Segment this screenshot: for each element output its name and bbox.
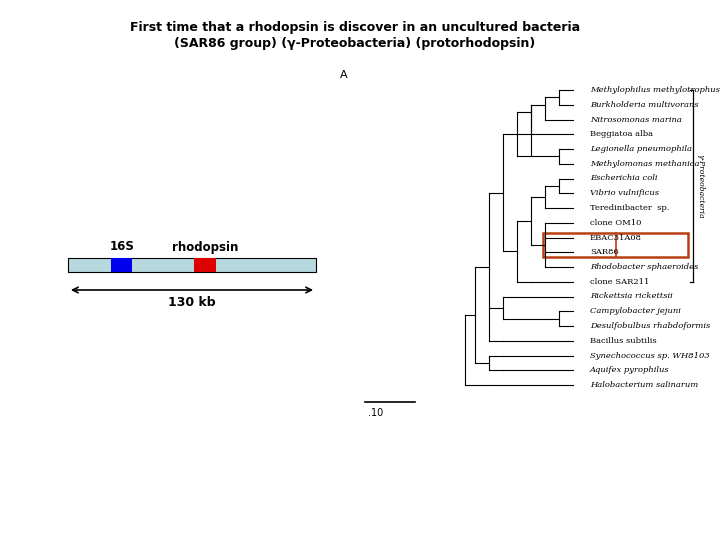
Text: γ-Proteobacteria: γ-Proteobacteria (696, 153, 704, 218)
Text: Aquifex pyrophilus: Aquifex pyrophilus (590, 366, 670, 374)
Text: .10: .10 (368, 408, 383, 418)
Text: Nitrosomonas marina: Nitrosomonas marina (590, 116, 682, 124)
Text: clone OM10: clone OM10 (590, 219, 642, 227)
Text: rhodopsin: rhodopsin (172, 240, 238, 253)
Text: Methylomonas methanica: Methylomonas methanica (590, 160, 700, 168)
Text: Methylophilus methylotrophus: Methylophilus methylotrophus (590, 86, 720, 94)
Text: SAR86: SAR86 (590, 248, 618, 256)
Text: Beggiatoa alba: Beggiatoa alba (590, 130, 653, 138)
Text: 130 kb: 130 kb (168, 296, 216, 309)
Text: Bacillus subtilis: Bacillus subtilis (590, 337, 657, 345)
Text: Escherichia coli: Escherichia coli (590, 174, 657, 183)
Text: Rhodobacter sphaeroides: Rhodobacter sphaeroides (590, 263, 698, 271)
Text: First time that a rhodopsin is discover in an uncultured bacteria: First time that a rhodopsin is discover … (130, 22, 580, 35)
Text: Synechococcus sp. WH8103: Synechococcus sp. WH8103 (590, 352, 710, 360)
Bar (543, 233, 688, 257)
Bar (194, 258, 215, 272)
Bar (68, 258, 316, 272)
Text: Vibrio vulnificus: Vibrio vulnificus (590, 189, 659, 197)
Text: (SAR86 group) (γ-Proteobacteria) (protorhodopsin): (SAR86 group) (γ-Proteobacteria) (protor… (174, 37, 536, 50)
Text: Halobacterium salinarum: Halobacterium salinarum (590, 381, 698, 389)
Text: Desulfobulbus rhabdoformis: Desulfobulbus rhabdoformis (590, 322, 710, 330)
Text: A: A (340, 70, 348, 80)
Text: Burkholderia multivorans: Burkholderia multivorans (590, 101, 698, 109)
Text: clone SAR211: clone SAR211 (590, 278, 649, 286)
Text: Legionella pneumophila: Legionella pneumophila (590, 145, 692, 153)
Text: Campylobacter jejuni: Campylobacter jejuni (590, 307, 681, 315)
Text: EBAC31A08: EBAC31A08 (590, 233, 642, 241)
Text: 16S: 16S (109, 240, 135, 253)
Text: Rickettsia rickettsii: Rickettsia rickettsii (590, 293, 672, 300)
Bar (112, 258, 132, 272)
Text: Teredinibacter  sp.: Teredinibacter sp. (590, 204, 670, 212)
